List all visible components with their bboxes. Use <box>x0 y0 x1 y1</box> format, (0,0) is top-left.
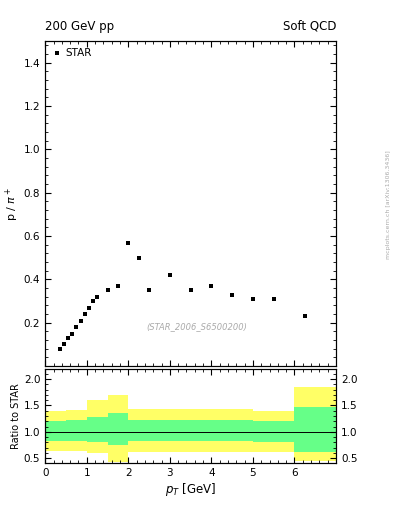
Text: (STAR_2006_S6500200): (STAR_2006_S6500200) <box>146 323 247 332</box>
Text: 200 GeV pp: 200 GeV pp <box>45 20 114 33</box>
STAR <box>116 283 120 289</box>
X-axis label: $p_T$ [GeV]: $p_T$ [GeV] <box>165 481 216 498</box>
STAR <box>66 335 70 341</box>
Text: Soft QCD: Soft QCD <box>283 20 336 33</box>
STAR <box>126 240 130 246</box>
STAR <box>82 311 87 317</box>
STAR <box>303 313 307 319</box>
STAR <box>230 291 235 297</box>
STAR <box>188 287 193 293</box>
STAR <box>57 346 62 352</box>
Y-axis label: Ratio to STAR: Ratio to STAR <box>11 383 21 449</box>
Legend: STAR: STAR <box>50 46 94 60</box>
STAR <box>147 287 151 293</box>
STAR <box>95 294 99 300</box>
STAR <box>209 283 214 289</box>
STAR <box>91 298 95 304</box>
Text: mcplots.cern.ch [arXiv:1306.3436]: mcplots.cern.ch [arXiv:1306.3436] <box>386 151 391 259</box>
STAR <box>62 342 66 348</box>
Y-axis label: p / $\pi^+$: p / $\pi^+$ <box>4 186 21 221</box>
Line: STAR: STAR <box>57 240 307 351</box>
STAR <box>167 272 172 278</box>
STAR <box>78 317 83 324</box>
STAR <box>86 305 91 311</box>
STAR <box>70 331 75 337</box>
STAR <box>105 287 110 293</box>
STAR <box>251 296 255 302</box>
STAR <box>271 296 276 302</box>
STAR <box>74 324 79 330</box>
STAR <box>136 254 141 261</box>
